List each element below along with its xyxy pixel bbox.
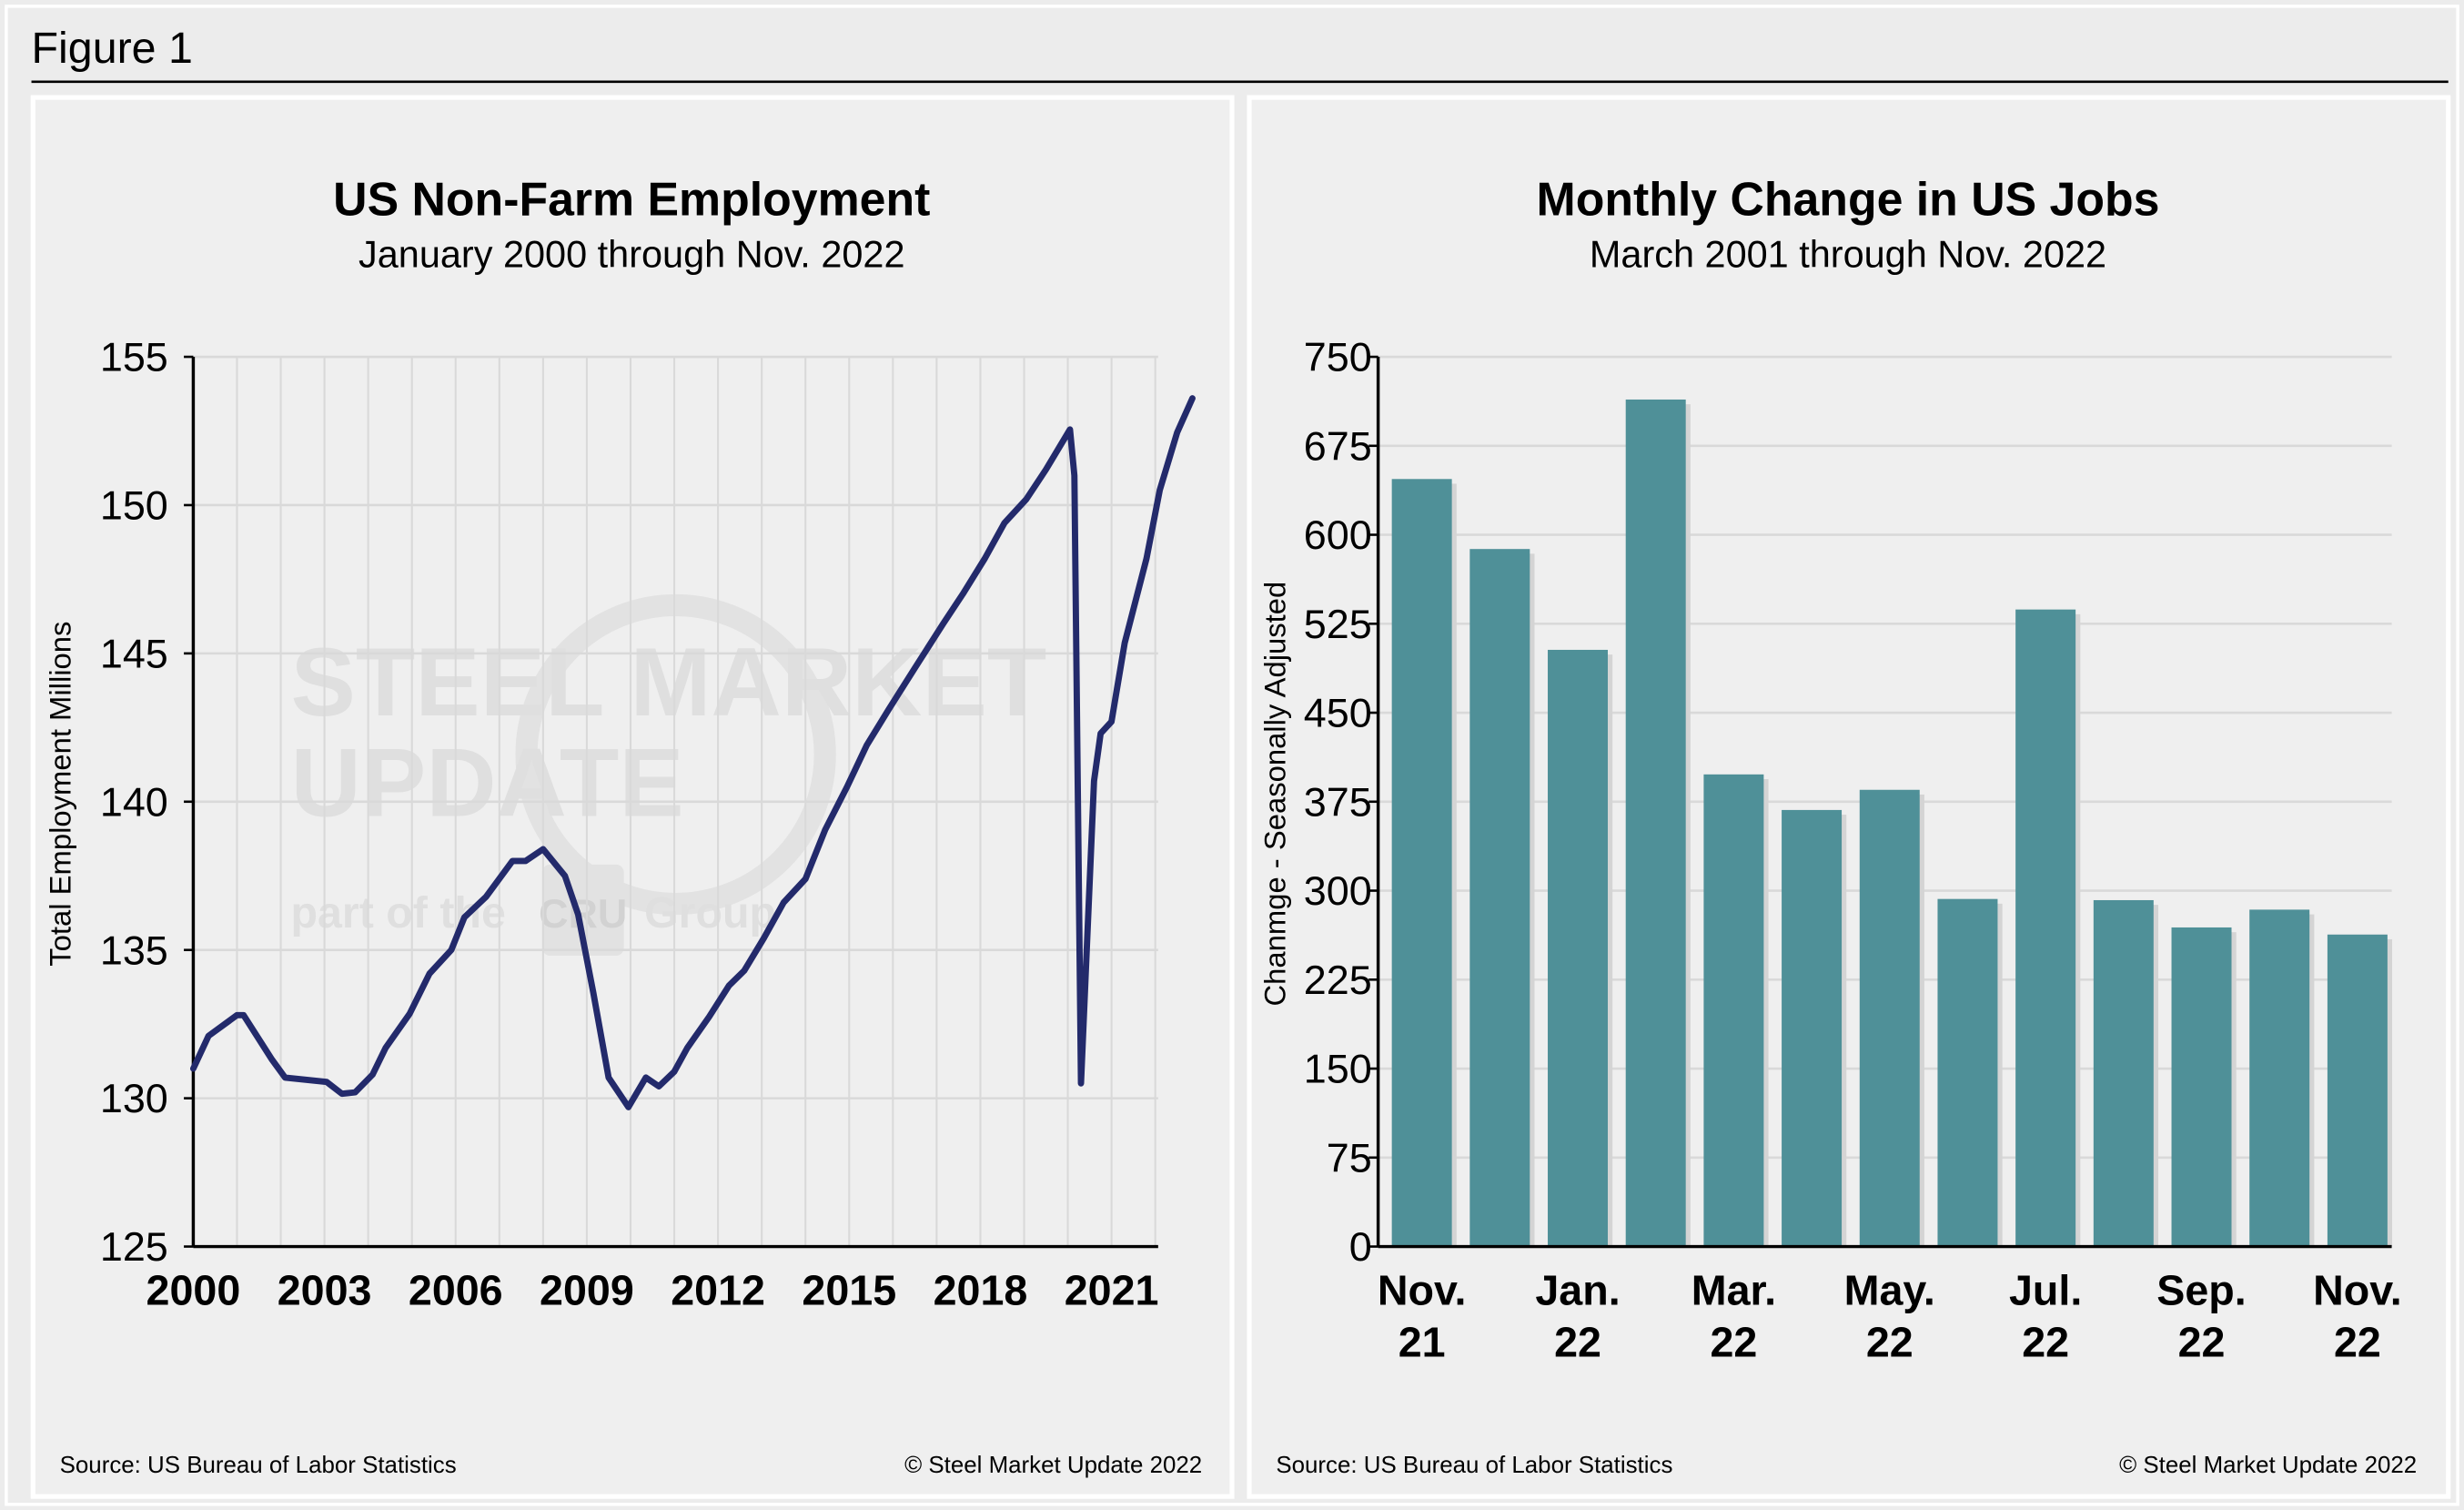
x-tick-label: 2015 — [802, 1266, 896, 1313]
x-tick-label-year: 22 — [2178, 1318, 2226, 1365]
x-tick-label-year: 22 — [2022, 1318, 2069, 1365]
watermark-ring — [515, 593, 836, 916]
line-plot-area: 125 130 135 140 145 150 155 2000 2003 2006 2009 201… — [100, 334, 1196, 1313]
bar-plot-area: 0 75 150 225 300 375 450 525 600 675 750 Nov. 21 Jan.… — [1304, 334, 2402, 1366]
y-tick-label: 150 — [1304, 1046, 1372, 1092]
x-tick-label-month: Sep. — [2156, 1266, 2246, 1313]
figure-title: Figure 1 — [32, 24, 193, 73]
right-source: Source: US Bureau of Labor Statistics — [1276, 1453, 1672, 1478]
y-tick-label: 525 — [1304, 601, 1372, 647]
bar-nov-21 — [1391, 479, 1452, 1247]
bar-may-22 — [1859, 789, 1920, 1247]
right-panel: Monthly Change in US Jobs March 2001 thr… — [1247, 95, 2451, 1499]
bar-jul-22 — [2015, 609, 2076, 1247]
left-panel-frame — [30, 95, 1235, 1499]
right-copyright: © Steel Market Update 2022 — [2119, 1453, 2417, 1478]
watermark-cru-box — [541, 864, 624, 957]
y-tick-label: 145 — [100, 630, 168, 676]
y-tick-label: 135 — [100, 927, 168, 973]
x-tick-label-year: 21 — [1399, 1318, 1446, 1365]
bar-apr-22 — [1782, 809, 1843, 1247]
x-tick-label-month: Nov. — [1378, 1266, 1467, 1313]
x-tick-label-year: 22 — [1710, 1318, 1757, 1365]
line-chart-subtitle: January 2000 through Nov. 2022 — [358, 233, 904, 276]
y-tick-label: 750 — [1304, 334, 1372, 380]
x-tick-label-month: Jan. — [1535, 1266, 1620, 1313]
bar-chart-subtitle: March 2001 through Nov. 2022 — [1590, 233, 2106, 276]
y-tick-label: 130 — [100, 1075, 168, 1121]
y-tick-label: 675 — [1304, 422, 1372, 469]
y-tick-label: 155 — [100, 334, 168, 380]
y-tick-label: 125 — [100, 1223, 168, 1270]
line-chart-ylabel: Total Employment Millions — [44, 622, 77, 967]
y-tick-label: 0 — [1349, 1223, 1372, 1270]
y-tick-label: 225 — [1304, 957, 1372, 1003]
bar-aug-22 — [2093, 899, 2154, 1247]
bar-oct-22 — [2249, 909, 2310, 1247]
x-tick-label: 2012 — [671, 1266, 765, 1313]
x-tick-label: 2018 — [934, 1266, 1028, 1313]
x-tick-label: 2006 — [409, 1266, 503, 1313]
left-panel: US Non-Farm Employment January 2000 thro… — [30, 95, 1235, 1499]
y-tick-label: 75 — [1327, 1134, 1372, 1181]
watermark-logo: STEEL MARKET UPDATE part of the CRU Group — [291, 593, 1047, 957]
x-tick-label: 2003 — [278, 1266, 372, 1313]
x-tick-label-month: Mar. — [1691, 1266, 1776, 1313]
watermark-text: STEEL MARKET UPDATE — [291, 627, 1047, 837]
watermark-group: Group — [644, 888, 776, 937]
x-tick-label: 2000 — [146, 1266, 241, 1313]
y-tick-label: 150 — [100, 482, 168, 529]
y-tick-label: 140 — [100, 778, 168, 825]
x-tick-label-month: Jul. — [2009, 1266, 2082, 1313]
x-tick-label-month: Nov. — [2313, 1266, 2402, 1313]
bar-mar-22 — [1703, 774, 1764, 1247]
x-tick-label-month: May. — [1844, 1266, 1935, 1313]
left-copyright: © Steel Market Update 2022 — [904, 1453, 1202, 1478]
x-tick-label: 2021 — [1065, 1266, 1159, 1313]
x-tick-label: 2009 — [540, 1266, 634, 1313]
y-tick-label: 600 — [1304, 512, 1372, 558]
bar-jun-22 — [1937, 898, 1998, 1247]
x-tick-label-year: 22 — [2334, 1318, 2381, 1365]
x-tick-label-year: 22 — [1554, 1318, 1601, 1365]
bar-feb-22 — [1625, 399, 1686, 1247]
y-tick-label: 450 — [1304, 690, 1372, 736]
employment-line — [189, 395, 1196, 1110]
y-tick-label: 375 — [1304, 778, 1372, 825]
bar-sep-22 — [2171, 927, 2232, 1247]
bar-jan-22 — [1548, 649, 1609, 1247]
bar-dec-21 — [1469, 549, 1530, 1247]
line-chart-title: US Non-Farm Employment — [333, 173, 930, 226]
bar-chart-title: Monthly Change in US Jobs — [1537, 173, 2160, 226]
left-source: Source: US Bureau of Labor Statistics — [60, 1453, 457, 1478]
y-tick-label: 300 — [1304, 867, 1372, 914]
bar-chart-ylabel: Chanmge - Seasonally Adjusted — [1258, 582, 1292, 1007]
bar-nov-22 — [2327, 934, 2388, 1247]
x-tick-label-year: 22 — [1866, 1318, 1914, 1365]
